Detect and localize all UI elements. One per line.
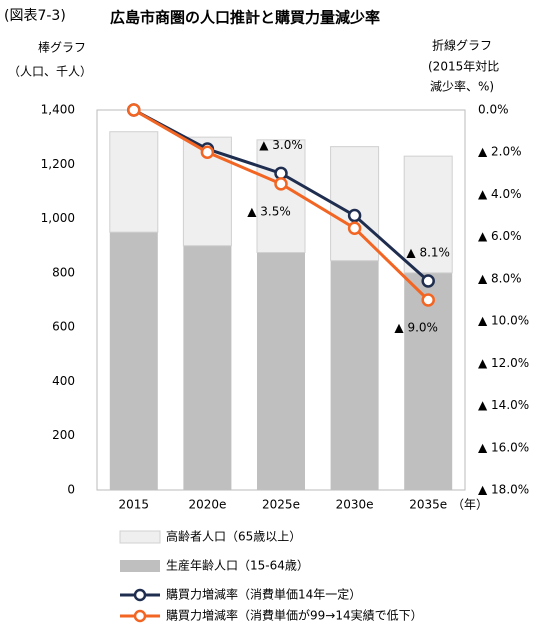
bar — [330, 260, 379, 490]
legend-swatch — [133, 588, 147, 602]
bar — [109, 232, 158, 490]
data-label: ▲ 9.0% — [394, 321, 438, 335]
x-axis-unit: （年） — [452, 498, 488, 512]
y2-tick-label: ▲ 10.0% — [478, 314, 529, 328]
marker — [200, 145, 215, 159]
y-tick-label: 1,200 — [41, 157, 75, 171]
y-tick-label: 800 — [52, 265, 75, 279]
y-tick-label: 400 — [52, 374, 75, 388]
y-tick-label: 0 — [67, 483, 75, 497]
marker — [127, 103, 141, 117]
y2-tick-label: ▲ 8.0% — [478, 271, 522, 285]
y-tick-label: 1,000 — [41, 211, 75, 225]
y2-tick-label: ▲ 4.0% — [478, 187, 522, 201]
data-label: ▲ 3.5% — [247, 204, 291, 218]
bar — [330, 146, 380, 262]
y2-tick-label: ▲ 12.0% — [478, 356, 529, 370]
chart-title: 広島市商圏の人口推計と購買力量減少率 — [110, 9, 380, 27]
bar — [257, 252, 305, 490]
y-tick-label: 1,400 — [41, 103, 75, 117]
bar — [256, 139, 306, 254]
data-label: ▲ 3.0% — [259, 138, 303, 152]
legend-swatch — [133, 609, 147, 623]
x-tick-label: 2020e — [188, 498, 226, 512]
legend-swatch — [119, 530, 161, 544]
bar — [404, 272, 453, 490]
y2-tick-label: 0.0% — [478, 103, 509, 117]
y-tick-label: 200 — [52, 428, 75, 442]
y2-tick-label: ▲ 18.0% — [478, 483, 529, 497]
x-tick-label: 2025e — [262, 498, 300, 512]
marker — [421, 274, 435, 288]
y2-tick-label: ▲ 2.0% — [478, 145, 522, 159]
marker — [421, 293, 435, 307]
legend-label: 購買力増減率（消費単価14年一定） — [166, 587, 361, 602]
legend-label: 生産年齢人口（15-64歳） — [166, 558, 309, 573]
bar — [109, 131, 159, 233]
y-axis-title: 棒グラフ — [38, 41, 86, 55]
y2-tick-label: ▲ 14.0% — [478, 398, 529, 412]
x-tick-label: 2030e — [336, 498, 374, 512]
y-tick-label: 600 — [52, 320, 75, 334]
bar — [403, 155, 453, 274]
legend-label: 高齢者人口（65歳以上） — [166, 529, 301, 544]
legend-swatch — [120, 560, 160, 572]
y2-axis-title: 折線グラフ — [432, 38, 492, 53]
x-tick-label: 2015 — [119, 498, 150, 512]
figure-label: (図表7-3) — [4, 8, 66, 24]
y2-axis-title: (2015年対比 — [428, 60, 499, 74]
data-label: ▲ 8.1% — [406, 246, 450, 260]
bar — [183, 245, 232, 490]
y2-tick-label: ▲ 16.0% — [478, 440, 529, 454]
marker — [274, 177, 288, 191]
legend-label: 購買力増減率（消費単価が99→14実績で低下） — [166, 608, 423, 623]
marker — [347, 208, 362, 223]
y2-tick-label: ▲ 6.0% — [478, 229, 522, 243]
x-tick-label: 2035e — [409, 498, 447, 512]
marker — [347, 221, 362, 235]
y2-axis-title: 減少率、%) — [430, 79, 494, 94]
y-axis-unit: （人口、千人） — [8, 65, 92, 79]
